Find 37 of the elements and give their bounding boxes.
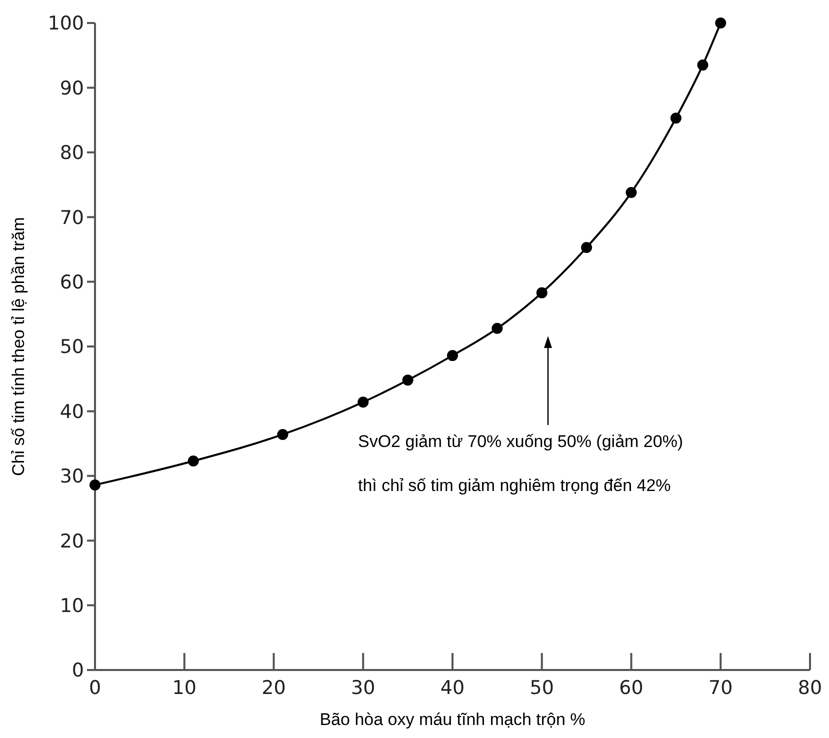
point bbox=[536, 287, 548, 298]
x-axis-title: Bão hòa oxy máu tĩnh mạch trộn % bbox=[320, 710, 586, 729]
x-tick-label: 30 bbox=[351, 677, 376, 699]
point bbox=[402, 374, 414, 386]
x-tick-label: 10 bbox=[172, 677, 196, 699]
annotation: thì chỉ số tim giảm nghiêm trọng đến 42% bbox=[358, 476, 671, 495]
point bbox=[492, 322, 503, 334]
point bbox=[447, 350, 458, 362]
y-tick-label: 60 bbox=[60, 271, 84, 294]
point bbox=[358, 396, 369, 408]
point bbox=[715, 18, 726, 28]
point bbox=[670, 112, 682, 124]
y-tick-label: 80 bbox=[60, 142, 84, 164]
point bbox=[581, 242, 592, 254]
x-tick-label: 0 bbox=[88, 677, 102, 699]
point bbox=[697, 60, 708, 71]
x-tick-label: 70 bbox=[708, 677, 733, 699]
y-tick-label: 10 bbox=[60, 594, 84, 617]
x-tick-label: 80 bbox=[798, 677, 822, 699]
x-tick-label: 50 bbox=[530, 677, 554, 699]
point bbox=[188, 456, 199, 467]
y-tick-label: 50 bbox=[60, 336, 84, 358]
y-tick-label: 0 bbox=[72, 660, 84, 682]
y-tick-label: 70 bbox=[60, 206, 84, 229]
x-tick-label: 20 bbox=[262, 677, 286, 699]
x-tick-label: 60 bbox=[619, 677, 644, 699]
y-tick-label: 30 bbox=[60, 466, 84, 488]
point bbox=[90, 479, 100, 490]
y-tick-label: 40 bbox=[60, 400, 84, 423]
y-tick-label: 20 bbox=[60, 530, 84, 552]
point bbox=[277, 428, 288, 440]
annotation: SvO2 giảm từ 70% xuống 50% (giảm 20%) bbox=[358, 432, 684, 451]
y-tick-label: 100 bbox=[48, 12, 84, 35]
x-tick-label: 40 bbox=[440, 677, 465, 699]
y-tick-label: 90 bbox=[60, 77, 84, 100]
point bbox=[626, 187, 637, 198]
y-axis-title: Chỉ số tim tính theo tỉ lệ phần trăm bbox=[9, 217, 28, 476]
